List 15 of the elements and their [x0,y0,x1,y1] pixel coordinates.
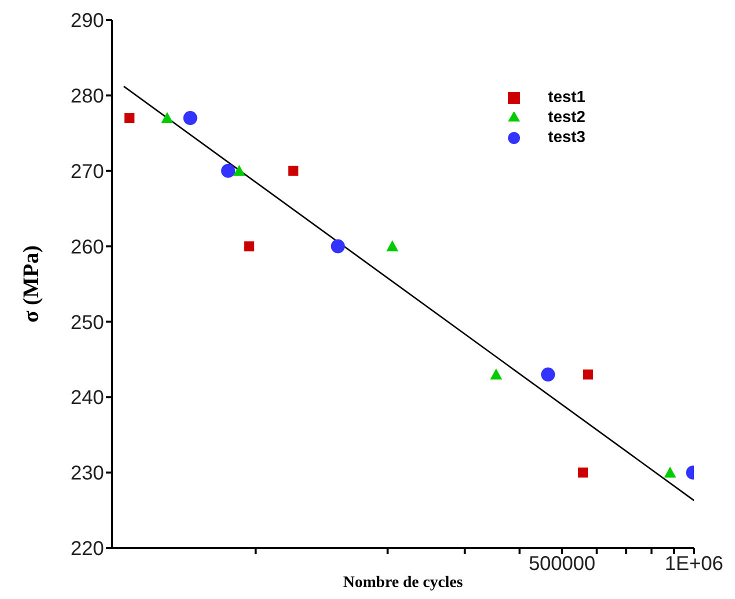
x-axis-title: Nombre de cycles [343,574,463,591]
y-tick-label: 240 [70,387,104,410]
y-tick-label: 270 [70,160,104,183]
legend-label: test2 [548,109,586,126]
y-tick-label: 220 [70,538,104,560]
x-tick-label: 500000 [528,553,596,576]
legend-label: test3 [548,129,586,146]
x-tick-label: 1E+06 [664,553,724,576]
y-tick-label: 260 [70,236,104,258]
y-tick-label: 290 [70,10,104,32]
y-axis-title: σ (MPa) [18,245,43,323]
y-tick-label: 230 [70,462,104,485]
y-tick-label: 280 [70,86,104,108]
legend-label: test1 [548,89,586,106]
y-tick-label: 250 [70,312,104,334]
